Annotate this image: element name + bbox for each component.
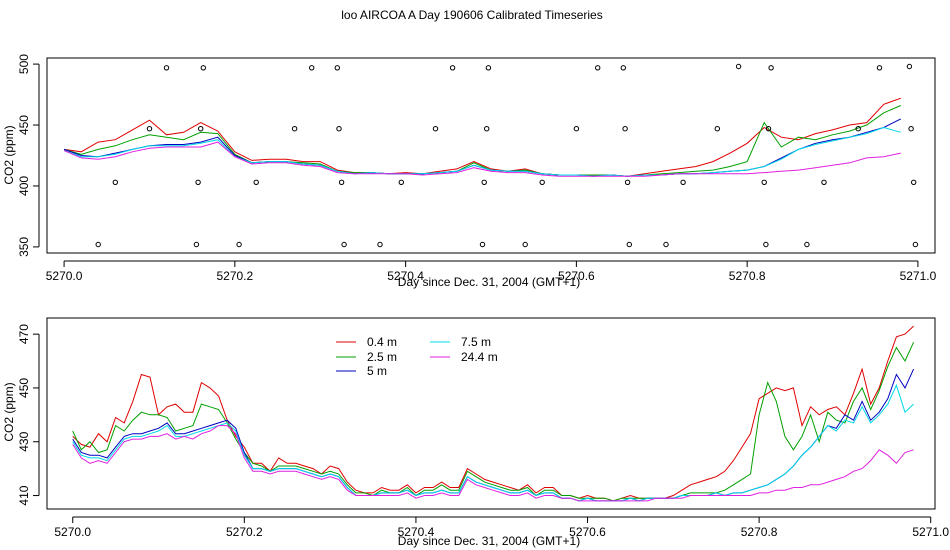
top-marker-7: [200, 65, 207, 71]
top-marker-18: [432, 126, 439, 132]
bottom-y-tick-label-0: 410: [17, 485, 31, 505]
top-marker-1: [112, 179, 119, 186]
top-marker-16: [377, 241, 383, 248]
top-marker-12: [334, 65, 340, 71]
figure-title: loo AIRCOA A Day 190606 Calibrated Times…: [341, 8, 602, 22]
top-y-tick-label-0: 350: [17, 237, 31, 257]
top-marker-2: [146, 126, 153, 132]
top-marker-17: [398, 179, 404, 186]
top-marker-39: [768, 65, 774, 71]
top-marker-21: [481, 179, 487, 186]
bottom-y-tick-label-3: 470: [17, 324, 31, 344]
top-marker-11: [309, 65, 315, 71]
bottom-series-line-3: [72, 383, 914, 502]
top-marker-10: [291, 126, 298, 132]
top-marker-23: [485, 65, 492, 71]
top-marker-14: [338, 179, 345, 186]
top-marker-29: [622, 126, 628, 132]
top-marker-group: [95, 63, 919, 248]
bottom-x-tick-label-3: 5270.6: [569, 525, 606, 539]
top-marker-8: [236, 241, 242, 248]
top-marker-26: [573, 126, 580, 132]
legend-label-1: 2.5 m: [367, 350, 397, 364]
top-marker-28: [620, 65, 626, 71]
top-x-tick-label-5: 5271.0: [900, 269, 937, 283]
top-y-tick-label-2: 450: [17, 115, 31, 135]
top-series-line-1: [63, 105, 901, 177]
top-y-axis: 350 400 450 500: [17, 54, 40, 257]
bottom-x-tick-label-5: 5271.0: [912, 525, 949, 539]
top-marker-25: [539, 179, 545, 186]
top-marker-41: [821, 179, 827, 186]
top-marker-24: [522, 241, 528, 248]
legend-label-2: 5 m: [367, 364, 387, 378]
top-series-group: [63, 97, 902, 177]
bottom-y-axis: 410 430 450 470: [17, 324, 40, 506]
top-plot-frame: [46, 57, 936, 254]
top-panel: 5270.0 5270.2 5270.4 5270.6 5270.8 5271.0 350…: [2, 54, 937, 289]
top-marker-42: [855, 126, 861, 132]
top-marker-30: [624, 179, 631, 186]
top-series-line-4: [63, 141, 901, 177]
bottom-series-group: [72, 325, 915, 502]
top-marker-46: [911, 179, 917, 186]
bottom-series-line-1: [72, 341, 915, 502]
top-x-tick-label-4: 5270.8: [729, 269, 766, 283]
bottom-y-tick-label-1: 430: [17, 431, 31, 451]
bottom-y-axis-label: CO2 (ppm): [2, 382, 16, 441]
bottom-plot-frame: [46, 317, 936, 510]
top-marker-0: [95, 241, 101, 248]
top-marker-19: [449, 65, 456, 71]
top-marker-6: [198, 126, 204, 132]
legend: 0.4 m 2.5 m 5 m 7.5 m 24.4 m: [336, 335, 498, 378]
top-marker-35: [735, 63, 742, 70]
top-marker-43: [876, 65, 883, 71]
top-marker-40: [804, 241, 810, 248]
top-x-tick-label-1: 5270.2: [216, 269, 253, 283]
bottom-x-axis: 5270.0 5270.2 5270.4 5270.6 5270.8 5271.0: [54, 516, 949, 539]
top-x-tick-label-0: 5270.0: [46, 269, 83, 283]
top-marker-32: [663, 241, 669, 248]
top-y-tick-label-3: 500: [17, 54, 31, 74]
top-marker-5: [195, 179, 201, 186]
top-marker-31: [626, 241, 632, 248]
top-marker-37: [763, 241, 769, 248]
top-x-axis: 5270.0 5270.2 5270.4 5270.6 5270.8 5271.0: [46, 260, 937, 283]
legend-label-0: 0.4 m: [367, 335, 397, 349]
bottom-panel: 5270.0 5270.2 5270.4 5270.6 5270.8 5271.0 410…: [2, 317, 949, 548]
top-marker-38: [765, 126, 772, 132]
bottom-x-axis-label: Day since Dec. 31, 2004 (GMT+1): [398, 534, 580, 548]
bottom-x-tick-label-2: 5270.4: [398, 525, 435, 539]
top-marker-20: [479, 241, 486, 248]
top-x-tick-label-2: 5270.4: [387, 269, 424, 283]
top-marker-22: [484, 126, 490, 132]
top-marker-33: [680, 179, 686, 186]
top-marker-9: [253, 179, 259, 186]
bottom-series-line-0: [72, 325, 914, 502]
top-series-line-3: [63, 126, 901, 177]
top-marker-27: [595, 65, 601, 71]
top-marker-15: [341, 241, 347, 248]
top-marker-44: [906, 63, 913, 70]
bottom-x-tick-label-4: 5270.8: [741, 525, 778, 539]
legend-label-4: 24.4 m: [461, 350, 498, 364]
bottom-x-tick-label-0: 5270.0: [54, 525, 91, 539]
top-marker-4: [193, 241, 200, 248]
legend-label-3: 7.5 m: [461, 335, 491, 349]
top-marker-36: [761, 179, 767, 186]
top-y-tick-label-1: 400: [17, 176, 31, 196]
top-x-tick-label-3: 5270.6: [558, 269, 595, 283]
top-x-axis-label: Day since Dec. 31, 2004 (GMT+1): [398, 275, 580, 289]
bottom-x-tick-label-1: 5270.2: [226, 525, 263, 539]
top-marker-45: [908, 126, 914, 132]
top-marker-13: [336, 126, 342, 132]
top-marker-34: [714, 126, 720, 132]
top-marker-3: [163, 65, 170, 71]
bottom-series-line-4: [72, 425, 914, 502]
top-marker-47: [912, 241, 919, 248]
top-y-axis-label: CO2 (ppm): [2, 125, 16, 184]
bottom-y-tick-label-2: 450: [17, 378, 31, 398]
